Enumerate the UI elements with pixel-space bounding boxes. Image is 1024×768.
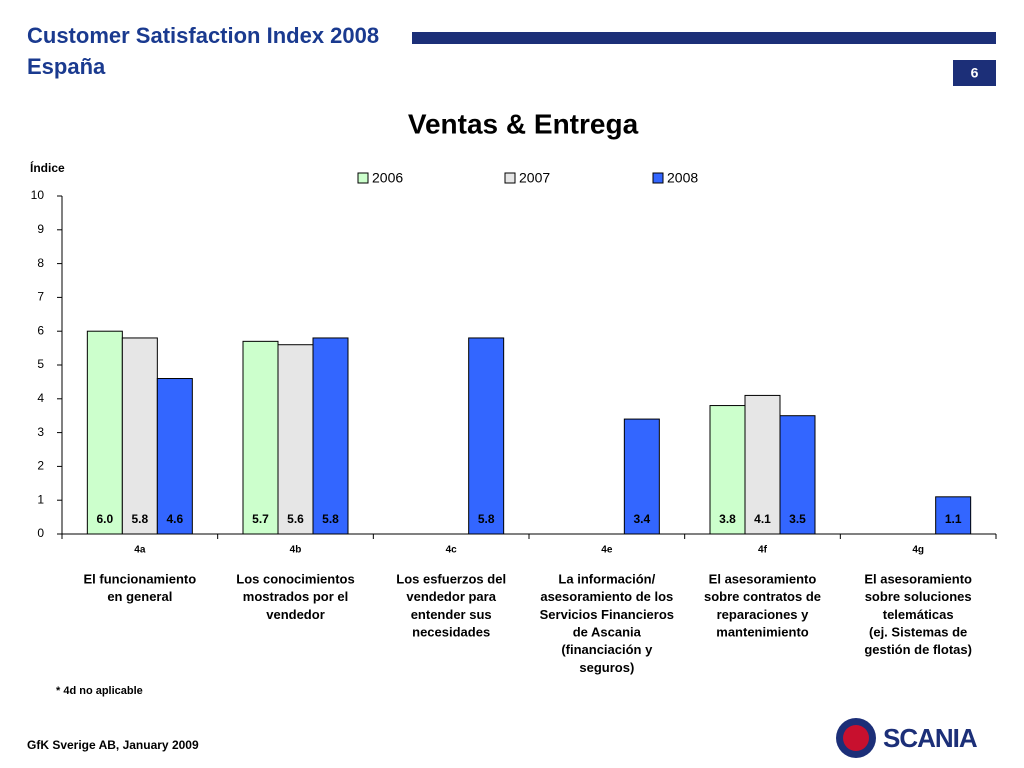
data-label: 4.1	[754, 512, 771, 526]
category-description: entender sus	[411, 607, 492, 622]
data-label: 4.6	[166, 512, 183, 526]
category-description: El asesoramiento	[864, 571, 972, 586]
bar	[242, 340, 279, 535]
bar	[779, 415, 816, 535]
data-label: 3.8	[719, 512, 736, 526]
x-tick-label: 4e	[601, 545, 613, 556]
category-description: necesidades	[412, 625, 490, 640]
x-tick-label: 4c	[446, 545, 458, 556]
category-description: vendedor	[266, 607, 325, 622]
logo-griffin	[843, 725, 869, 751]
logo: SCANIA	[836, 718, 979, 758]
bar	[121, 337, 158, 535]
category-description: telemáticas	[883, 607, 954, 622]
legend-swatch	[652, 172, 664, 184]
category-description: El asesoramiento	[709, 571, 817, 586]
category-description: sobre soluciones	[865, 589, 972, 604]
bar	[935, 496, 972, 535]
category-description: reparaciones y	[717, 607, 810, 622]
category-description: Servicios Financieros	[540, 607, 674, 622]
bar	[86, 330, 123, 535]
footnote: * 4d no aplicable	[56, 685, 143, 697]
category-description: seguros)	[579, 660, 634, 675]
legend-swatch	[357, 172, 369, 184]
category-description: de Ascania	[573, 625, 642, 640]
category-description: El funcionamiento	[83, 571, 196, 586]
page-box	[953, 60, 996, 86]
data-label: 3.4	[633, 512, 650, 526]
bar	[277, 344, 314, 535]
header-subtitle: España	[27, 54, 106, 79]
category-description: Los esfuerzos del	[396, 571, 506, 586]
data-label: 6.0	[96, 512, 113, 526]
page-number: 6	[971, 65, 979, 81]
y-tick-label: 8	[37, 256, 44, 270]
footer: GfK Sverige AB, January 2009	[27, 738, 199, 752]
category-description: mostrados por el	[243, 589, 348, 604]
data-label: 5.7	[252, 512, 269, 526]
category-description: vendedor para	[406, 589, 496, 604]
bar	[468, 337, 505, 535]
data-label: 3.5	[789, 512, 806, 526]
bar	[312, 337, 349, 535]
data-label: 1.1	[945, 512, 962, 526]
category-description: (financiación y	[561, 642, 653, 657]
legend-label: 2008	[667, 170, 698, 186]
legend-swatch	[504, 172, 516, 184]
y-tick-label: 0	[37, 526, 44, 540]
y-tick-label: 5	[37, 357, 44, 371]
data-label: 5.8	[478, 512, 495, 526]
data-label: 5.6	[287, 512, 304, 526]
y-tick-label: 3	[37, 425, 44, 439]
category-description: mantenimiento	[716, 625, 809, 640]
y-tick-label: 6	[37, 323, 44, 337]
y-tick-label: 10	[31, 188, 45, 202]
header-bar	[412, 32, 996, 44]
bar	[744, 394, 781, 535]
x-tick-label: 4f	[758, 545, 768, 556]
y-tick-label: 2	[37, 459, 44, 473]
category-description: (ej. Sistemas de	[869, 625, 967, 640]
category-description: gestión de flotas)	[864, 642, 972, 657]
header-title: Customer Satisfaction Index 2008	[27, 23, 379, 48]
legend-label: 2007	[519, 170, 550, 186]
x-tick-label: 4b	[290, 545, 302, 556]
data-label: 5.8	[131, 512, 148, 526]
data-label: 5.8	[322, 512, 339, 526]
bar	[156, 378, 193, 535]
bar	[623, 418, 660, 535]
category-description: Los conocimientos	[236, 571, 354, 586]
y-tick-label: 9	[37, 222, 44, 236]
legend-label: 2006	[372, 170, 403, 186]
category-description: asesoramiento de los	[540, 589, 673, 604]
y-axis-label: Índice	[30, 160, 65, 175]
y-tick-label: 7	[37, 290, 44, 304]
category-description: en general	[107, 589, 172, 604]
y-tick-label: 1	[37, 492, 44, 506]
y-tick-label: 4	[37, 391, 44, 405]
logo-text: SCANIA	[883, 723, 978, 753]
x-tick-label: 4a	[134, 545, 146, 556]
category-description: sobre contratos de	[704, 589, 821, 604]
chart-title: Ventas & Entrega	[408, 108, 639, 139]
category-description: La información/	[558, 571, 655, 586]
x-tick-label: 4g	[912, 545, 924, 556]
